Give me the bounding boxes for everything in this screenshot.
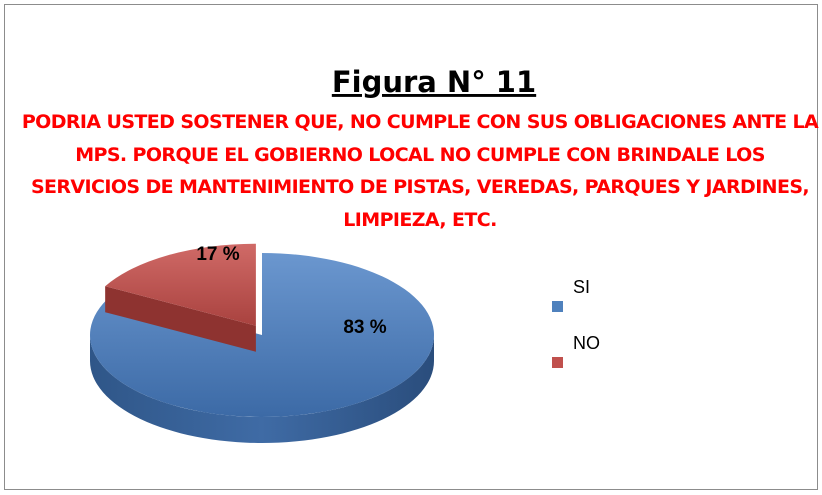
- legend-swatch: [552, 301, 563, 312]
- chart-subtitle: PODRIA USTED SOSTENER QUE, NO CUMPLE CON…: [21, 111, 819, 231]
- legend-swatch: [552, 357, 563, 368]
- chart-title: Figura N° 11: [332, 65, 536, 99]
- value-label: 83 %: [343, 317, 386, 338]
- legend-label: NO: [573, 333, 600, 353]
- pie-slice: [89, 253, 434, 417]
- pie-slice: [105, 243, 256, 326]
- pie-side: [90, 335, 434, 443]
- legend-label: SI: [573, 277, 590, 297]
- pie-slice-face: [105, 286, 256, 352]
- value-label: 17 %: [196, 244, 239, 265]
